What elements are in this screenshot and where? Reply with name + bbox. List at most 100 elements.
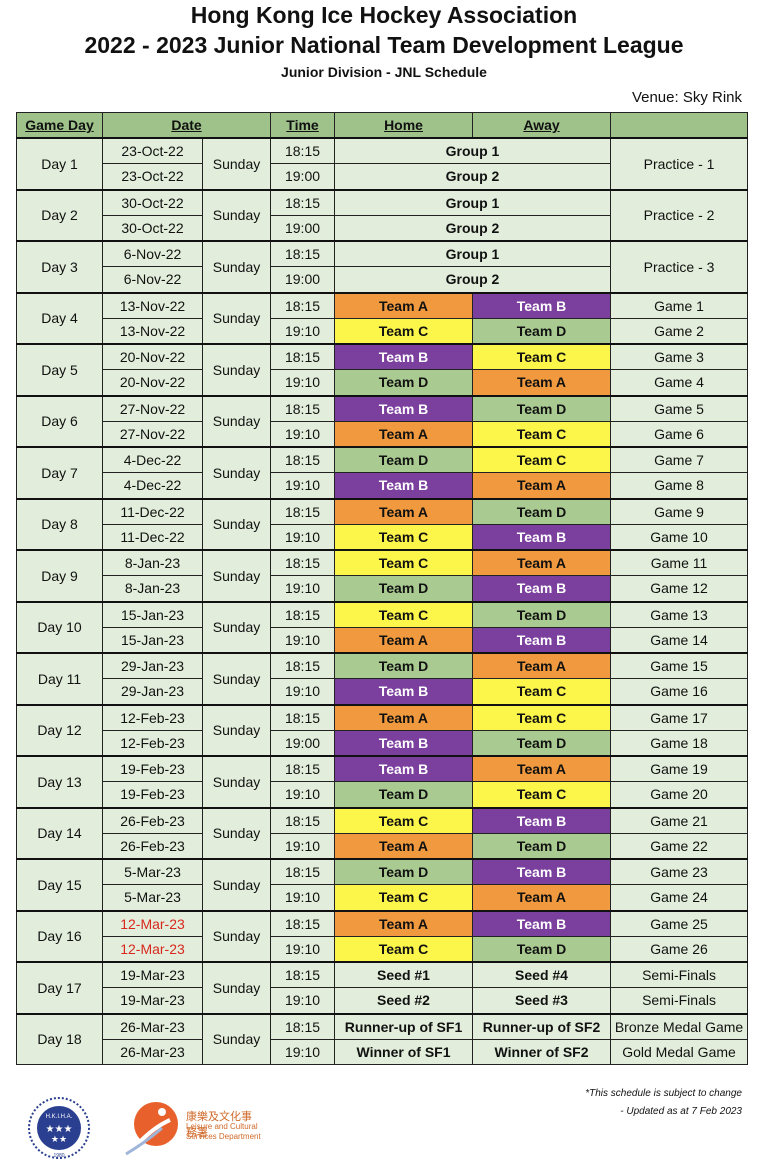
date-cell: 30-Oct-22 bbox=[102, 214, 203, 242]
time-cell: 19:00 bbox=[270, 266, 336, 293]
header-date: Date bbox=[101, 112, 272, 139]
time-cell: 19:00 bbox=[270, 729, 336, 757]
weekday-cell: Sunday bbox=[201, 600, 272, 654]
time-cell: 19:00 bbox=[270, 163, 336, 190]
game-label-cell: Game 26 bbox=[610, 935, 749, 963]
game-label-cell: Game 4 bbox=[610, 369, 749, 396]
away-team-cell: Team D bbox=[472, 729, 612, 757]
weekday-cell: Sunday bbox=[201, 291, 272, 345]
logo1-text: H.K.I.H.A. bbox=[46, 1114, 73, 1120]
date-cell: 26-Feb-23 bbox=[102, 832, 203, 860]
weekday-cell: Sunday bbox=[201, 1012, 272, 1065]
date-cell: 27-Nov-22 bbox=[102, 420, 203, 448]
time-cell: 18:15 bbox=[270, 858, 336, 886]
game-label-cell: Game 16 bbox=[610, 678, 749, 705]
date-cell: 6-Nov-22 bbox=[102, 266, 203, 293]
table-row: Day 14 26-Feb-23 Sunday 18:15 Team C Team B Ga… bbox=[16, 806, 749, 860]
header-extra bbox=[610, 112, 749, 139]
time-cell: 19:10 bbox=[270, 575, 336, 602]
date-cell: 30-Oct-22 bbox=[102, 188, 203, 216]
home-team-cell: Team D bbox=[334, 858, 474, 886]
game-day-cell: Day 11 bbox=[16, 652, 103, 705]
time-cell: 18:15 bbox=[270, 1012, 336, 1040]
table-row: Day 13 19-Feb-23 Sunday 18:15 Team B Team A Ga… bbox=[16, 755, 749, 808]
time-cell: 19:10 bbox=[270, 781, 336, 808]
date-cell: 27-Nov-22 bbox=[102, 394, 203, 422]
game-day-cell: Day 18 bbox=[16, 1012, 103, 1065]
table-row: 30-Oct-22 19:00 Group 2 bbox=[17, 214, 748, 242]
lcsd-logo: 康樂及文化事務署 Leisure and Cultural Services D… bbox=[122, 1098, 262, 1158]
date-cell: 5-Mar-23 bbox=[102, 858, 203, 886]
lcsd-chinese-name: 康樂及文化事務署 bbox=[186, 1110, 252, 1139]
game-label-cell: Game 20 bbox=[610, 781, 749, 808]
updated-note: - Updated as at 7 Feb 2023 bbox=[620, 1106, 742, 1117]
date-cell: 29-Jan-23 bbox=[102, 678, 203, 705]
time-cell: 19:10 bbox=[270, 317, 336, 345]
home-team-cell: Team C bbox=[334, 523, 474, 551]
away-team-cell: Team D bbox=[472, 317, 612, 345]
home-team-cell: Team C bbox=[334, 935, 474, 963]
table-row: Day 10 15-Jan-23 Sunday 18:15 Team C Team D Ga… bbox=[16, 600, 749, 654]
away-team-cell: Team B bbox=[472, 626, 612, 654]
date-cell: 29-Jan-23 bbox=[102, 652, 203, 680]
date-cell: 4-Dec-22 bbox=[102, 472, 203, 499]
table-row: Day 3 6-Nov-22 Sunday 18:15 Group 1 Practice … bbox=[16, 240, 749, 293]
game-label-cell: Gold Medal Game bbox=[610, 1038, 749, 1066]
date-cell: 4-Dec-22 bbox=[102, 446, 203, 474]
session-label-cell: Practice - 2 bbox=[610, 188, 749, 242]
table-row: Day 17 19-Mar-23 Sunday 18:15 Seed #1 Seed #4… bbox=[16, 961, 749, 1014]
svg-text:★★: ★★ bbox=[51, 1134, 67, 1144]
hkiha-logo: H.K.I.H.A. ★★★ ★★ 1980 bbox=[22, 1096, 96, 1160]
home-team-cell: Seed #2 bbox=[334, 987, 474, 1014]
change-note: *This schedule is subject to change bbox=[585, 1088, 742, 1099]
game-label-cell: Game 5 bbox=[610, 394, 749, 422]
home-team-cell: Team A bbox=[334, 832, 474, 860]
table-row: 13-Nov-22 19:10 Team C Team D Game 2 bbox=[17, 317, 749, 345]
game-label-cell: Game 23 bbox=[610, 858, 749, 886]
game-label-cell: Game 8 bbox=[610, 472, 749, 499]
game-label-cell: Game 7 bbox=[610, 446, 749, 474]
away-team-cell: Team B bbox=[472, 806, 612, 834]
session-label-cell: Practice - 1 bbox=[610, 137, 749, 190]
weekday-cell: Sunday bbox=[201, 961, 272, 1014]
time-cell: 18:15 bbox=[270, 652, 336, 680]
weekday-cell: Sunday bbox=[201, 652, 272, 705]
time-cell: 19:10 bbox=[270, 1038, 336, 1066]
lcsd-english-name: Leisure and Cultural Services Department bbox=[186, 1122, 261, 1141]
time-cell: 18:15 bbox=[270, 291, 336, 319]
away-team-cell: Team A bbox=[472, 549, 612, 577]
group-cell: Group 2 bbox=[334, 266, 612, 293]
time-cell: 19:00 bbox=[270, 214, 336, 242]
game-label-cell: Game 21 bbox=[610, 806, 749, 834]
home-team-cell: Team D bbox=[334, 781, 474, 808]
game-day-cell: Day 2 bbox=[16, 188, 103, 242]
away-team-cell: Seed #4 bbox=[472, 961, 612, 989]
time-cell: 19:10 bbox=[270, 420, 336, 448]
table-row: 11-Dec-22 19:10 Team C Team B Game 10 bbox=[17, 523, 749, 551]
game-label-cell: Game 10 bbox=[610, 523, 749, 551]
group-cell: Group 1 bbox=[334, 137, 612, 165]
table-row: 19-Feb-23 19:10 Team D Team C Game 20 bbox=[17, 781, 749, 808]
game-label-cell: Game 25 bbox=[610, 909, 749, 937]
weekday-cell: Sunday bbox=[201, 137, 272, 190]
date-cell: 15-Jan-23 bbox=[102, 626, 203, 654]
home-team-cell: Team A bbox=[334, 291, 474, 319]
game-day-cell: Day 7 bbox=[16, 446, 103, 499]
home-team-cell: Team A bbox=[334, 497, 474, 525]
away-team-cell: Team C bbox=[472, 678, 612, 705]
away-team-cell: Team B bbox=[472, 291, 612, 319]
home-team-cell: Team A bbox=[334, 626, 474, 654]
time-cell: 19:10 bbox=[270, 369, 336, 396]
table-row: Day 6 27-Nov-22 Sunday 18:15 Team B Team D Gam… bbox=[16, 394, 749, 448]
table-row: 20-Nov-22 19:10 Team D Team A Game 4 bbox=[17, 369, 749, 396]
weekday-cell: Sunday bbox=[201, 909, 272, 963]
game-label-cell: Game 14 bbox=[610, 626, 749, 654]
time-cell: 18:15 bbox=[270, 806, 336, 834]
table-row: Day 12 12-Feb-23 Sunday 18:15 Team A Team C Ga… bbox=[16, 703, 749, 757]
date-cell: 19-Feb-23 bbox=[102, 755, 203, 783]
date-cell: 20-Nov-22 bbox=[102, 369, 203, 396]
game-day-cell: Day 17 bbox=[16, 961, 103, 1014]
date-cell: 13-Nov-22 bbox=[102, 317, 203, 345]
game-day-cell: Day 4 bbox=[16, 291, 103, 345]
